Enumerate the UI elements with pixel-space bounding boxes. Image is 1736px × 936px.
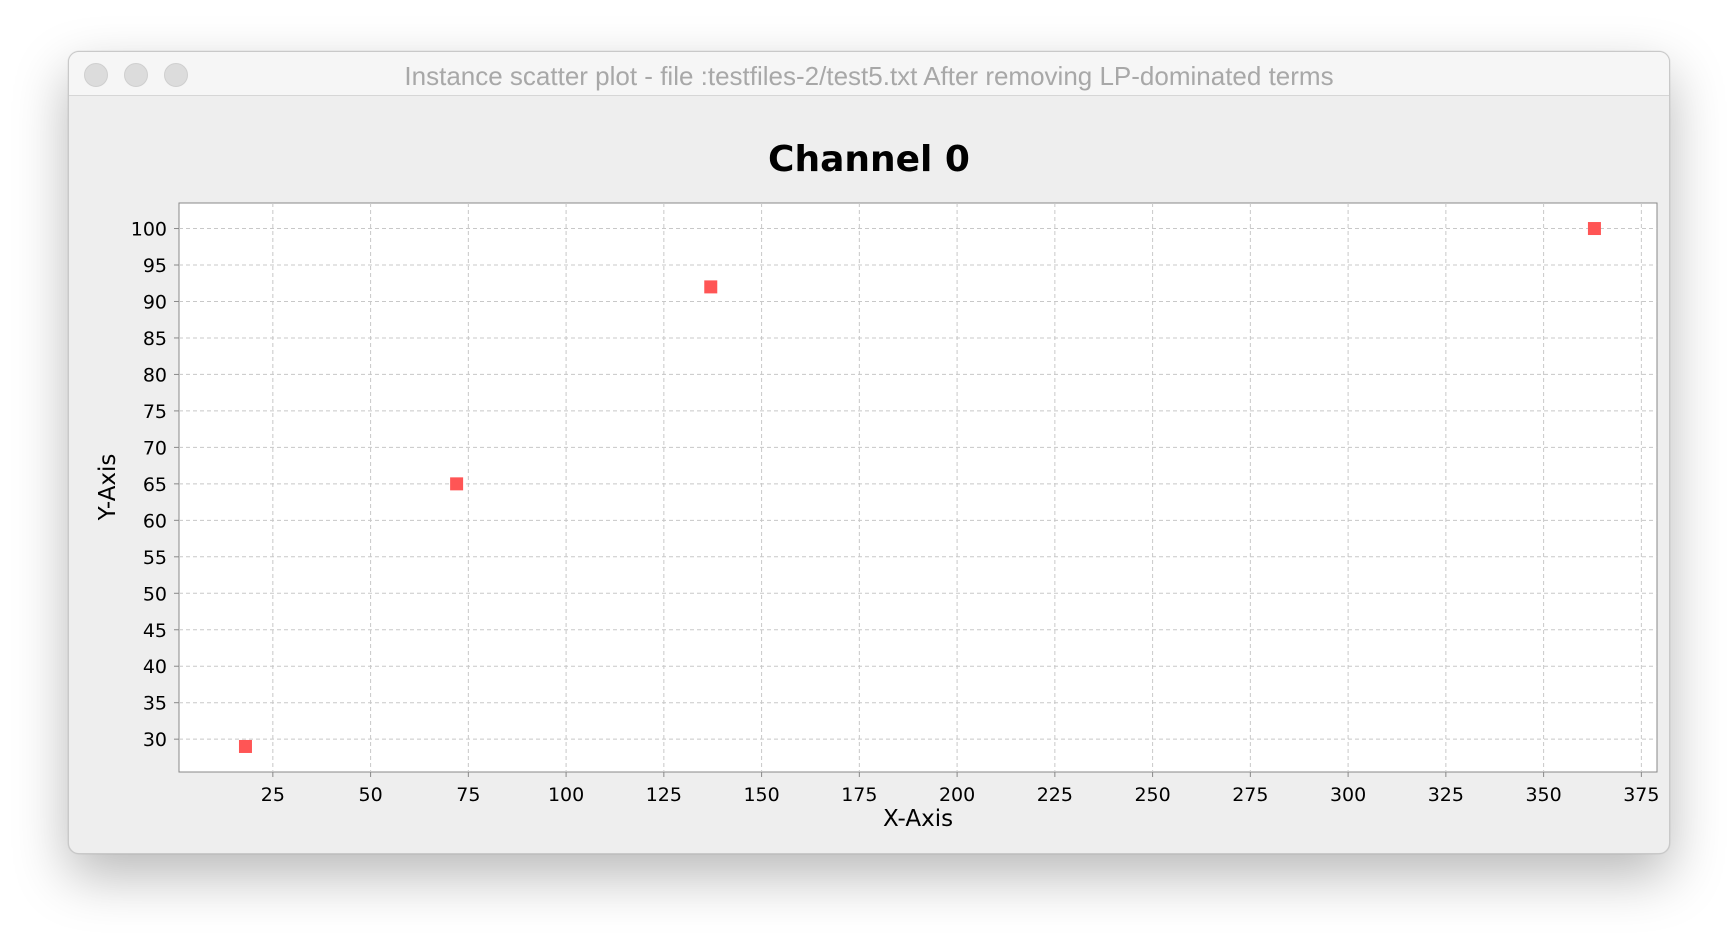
x-tick-label: 125 — [646, 784, 682, 806]
title-bar[interactable]: Instance scatter plot - file :testfiles-… — [69, 52, 1669, 96]
data-points — [238, 222, 1601, 753]
y-tick-label: 65 — [143, 474, 167, 496]
y-tick-label: 75 — [143, 401, 167, 423]
x-tick-label: 150 — [743, 784, 779, 806]
grid-lines — [179, 203, 1657, 772]
data-point — [238, 739, 252, 753]
x-tick-label: 375 — [1623, 784, 1659, 806]
y-tick-label: 95 — [143, 255, 167, 277]
scatter-chart: Channel 0 25 50 75 100 125 150 175 200 225 250 275… — [95, 139, 1659, 832]
x-axis-ticks: 25 50 75 100 125 150 175 200 225 250 275 300 325 350 3… — [261, 772, 1659, 806]
x-tick-label: 350 — [1525, 784, 1561, 806]
close-window-button[interactable] — [84, 63, 108, 87]
y-tick-label: 85 — [143, 328, 167, 350]
plot-area — [178, 202, 1658, 773]
x-tick-label: 75 — [456, 784, 480, 806]
x-tick-label: 250 — [1134, 784, 1170, 806]
data-point — [704, 280, 718, 294]
y-tick-label: 50 — [143, 583, 167, 605]
y-tick-label: 100 — [131, 219, 167, 241]
y-tick-label: 60 — [143, 510, 167, 532]
y-tick-label: 90 — [143, 291, 167, 313]
x-tick-label: 200 — [939, 784, 975, 806]
x-tick-label: 50 — [358, 784, 382, 806]
y-tick-label: 55 — [143, 547, 167, 569]
x-tick-label: 300 — [1330, 784, 1366, 806]
x-tick-label: 175 — [841, 784, 877, 806]
y-axis-label: Y-Axis — [95, 454, 121, 522]
x-tick-label: 275 — [1232, 784, 1268, 806]
data-point — [1587, 222, 1601, 236]
y-tick-label: 80 — [143, 364, 167, 386]
y-tick-label: 40 — [143, 656, 167, 678]
x-tick-label: 225 — [1037, 784, 1073, 806]
y-axis-ticks: 30 35 40 45 50 55 60 65 70 75 80 85 90 95 100 — [131, 219, 179, 751]
y-tick-label: 70 — [143, 437, 167, 459]
data-point — [450, 477, 464, 491]
x-tick-label: 100 — [548, 784, 584, 806]
y-tick-label: 35 — [143, 693, 167, 715]
x-tick-label: 325 — [1428, 784, 1464, 806]
chart-window: Instance scatter plot - file :testfiles-… — [68, 51, 1670, 854]
zoom-window-button[interactable] — [164, 63, 188, 87]
y-tick-label: 45 — [143, 620, 167, 642]
window-title: Instance scatter plot - file :testfiles-… — [404, 61, 1334, 91]
minimize-window-button[interactable] — [124, 63, 148, 87]
chart-title: Channel 0 — [768, 139, 970, 180]
y-tick-label: 30 — [143, 729, 167, 751]
x-tick-label: 25 — [261, 784, 285, 806]
x-axis-label: X-Axis — [883, 806, 953, 832]
